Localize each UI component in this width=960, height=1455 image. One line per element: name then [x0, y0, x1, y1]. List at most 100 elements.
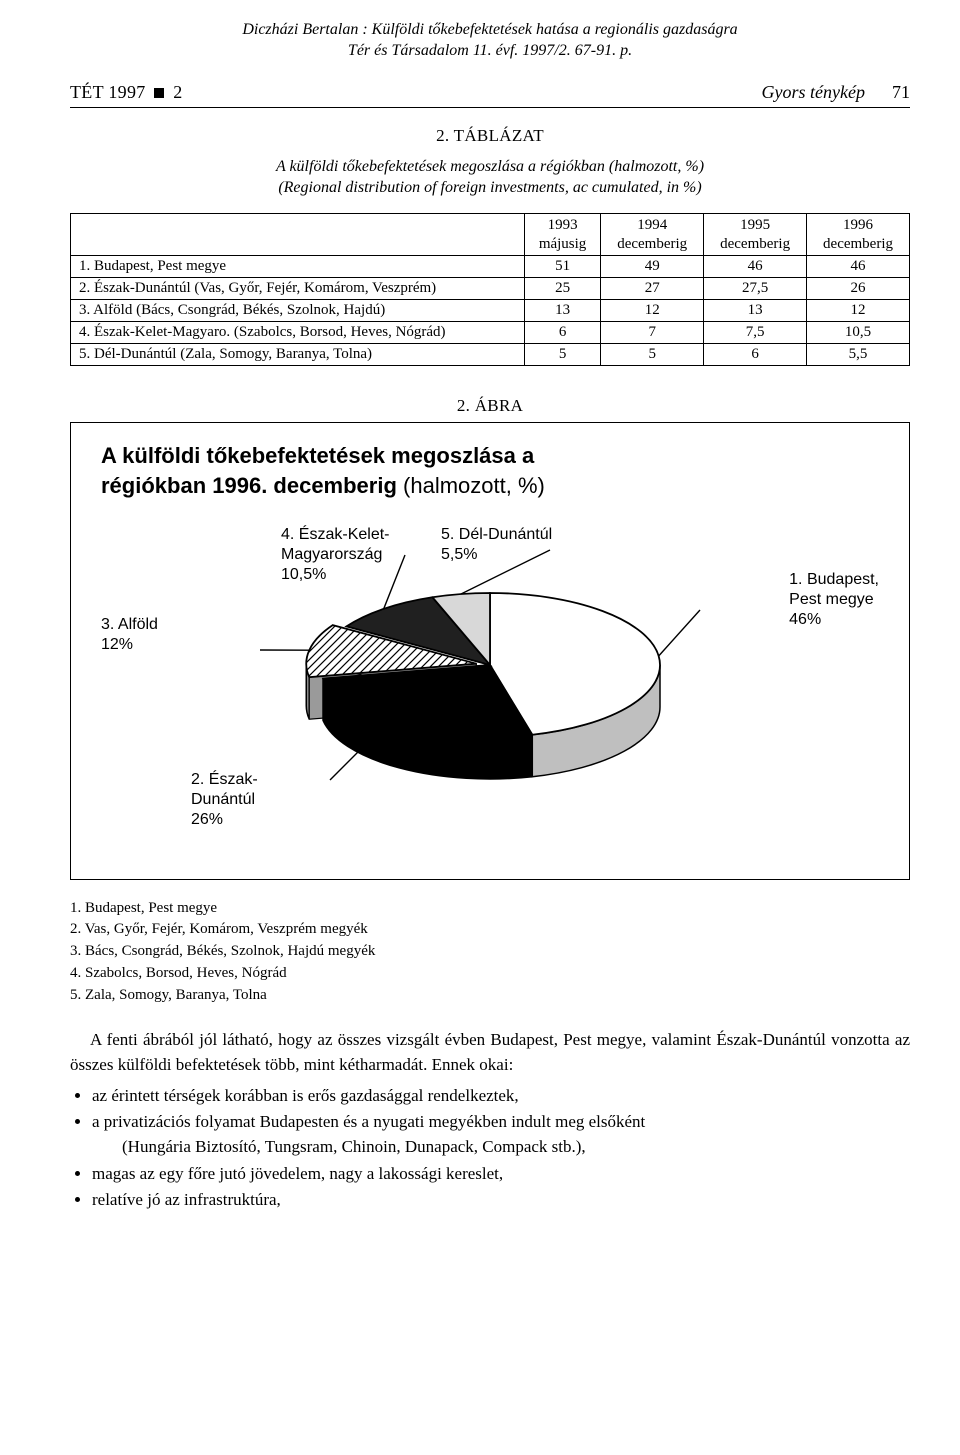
col-bottom: májusig: [539, 236, 587, 252]
legend-item: 1. Budapest, Pest megye: [70, 898, 910, 920]
lbl-text: 4. Észak-Kelet-: [281, 526, 389, 543]
bullet-text: az érintett térségek korábban is erős ga…: [92, 1086, 519, 1105]
header-citation: Diczházi Bertalan : Külföldi tőkebefekte…: [70, 20, 910, 62]
lbl-text: 10,5%: [281, 566, 326, 583]
lbl-text: 3. Alföld: [101, 616, 158, 633]
pie-label-1: 1. Budapest, Pest megye 46%: [789, 570, 879, 630]
cell: 13: [704, 300, 807, 322]
pie-label-2: 2. Észak- Dunántúl 26%: [191, 770, 258, 830]
table-row: 2. Észak-Dunántúl (Vas, Győr, Fejér, Kom…: [71, 278, 910, 300]
cell: 27,5: [704, 278, 807, 300]
page-number: 71: [892, 82, 910, 102]
lbl-text: 1. Budapest,: [789, 571, 879, 588]
citation-line-2: Tér és Társadalom 11. évf. 1997/2. 67-91…: [348, 42, 632, 59]
cell: 46: [704, 256, 807, 278]
figure-title: A külföldi tőkebefektetések megoszlása a…: [101, 441, 879, 500]
figure-heading: 2. ÁBRA: [70, 396, 910, 416]
col-top: 1994: [637, 217, 667, 233]
bullet-text: relatíve jó az infrastruktúra,: [92, 1190, 281, 1209]
cell: 7,5: [704, 322, 807, 344]
cell: 25: [524, 278, 600, 300]
figure-title-line1: A külföldi tőkebefektetések megoszlása a: [101, 443, 534, 468]
bullet-subtext: (Hungária Biztosító, Tungsram, Chinoin, …: [92, 1135, 910, 1160]
legend-item: 4. Szabolcs, Borsod, Heves, Nógrád: [70, 963, 910, 985]
row-label: 4. Észak-Kelet-Magyaro. (Szabolcs, Borso…: [71, 322, 525, 344]
table-subhead-line1: A külföldi tőkebefektetések megoszlása a…: [276, 158, 704, 175]
col-bottom: decemberig: [617, 236, 687, 252]
lbl-text: 2. Észak-: [191, 771, 258, 788]
lbl-text: Magyarország: [281, 546, 382, 563]
table-row: 1. Budapest, Pest megye51494646: [71, 256, 910, 278]
pie-label-5: 5. Dél-Dunántúl 5,5%: [441, 525, 552, 565]
table-row: 5. Dél-Dunántúl (Zala, Somogy, Baranya, …: [71, 344, 910, 366]
bullet-item: az érintett térségek korábban is erős ga…: [92, 1084, 910, 1109]
legend-item: 5. Zala, Somogy, Baranya, Tolna: [70, 985, 910, 1007]
citation-line-1: Diczházi Bertalan : Külföldi tőkebefekte…: [242, 21, 737, 38]
cell: 5: [524, 344, 600, 366]
running-head-left: TÉT 1997 2: [70, 82, 183, 103]
col-1996: 1996 decemberig: [807, 213, 910, 256]
table-header-row: 1993 májusig 1994 decemberig 1995 decemb…: [71, 213, 910, 256]
table-heading: 2. TÁBLÁZAT: [70, 126, 910, 146]
col-bottom: decemberig: [720, 236, 790, 252]
figure-box: A külföldi tőkebefektetések megoszlása a…: [70, 422, 910, 879]
col-top: 1996: [843, 217, 873, 233]
page: Diczházi Bertalan : Külföldi tőkebefekte…: [0, 0, 960, 1455]
col-1994: 1994 decemberig: [601, 213, 704, 256]
cell: 7: [601, 322, 704, 344]
legend-list: 1. Budapest, Pest megye 2. Vas, Győr, Fe…: [70, 898, 910, 1007]
cell: 6: [524, 322, 600, 344]
figure-title-normal: (halmozott, %): [403, 473, 545, 498]
running-head-left-suffix: 2: [173, 82, 182, 102]
lbl-text: 12%: [101, 636, 133, 653]
running-head-left-prefix: TÉT 1997: [70, 82, 146, 102]
lbl-text: 46%: [789, 611, 821, 628]
bullet-item: magas az egy főre jutó jövedelem, nagy a…: [92, 1162, 910, 1187]
running-head: TÉT 1997 2 Gyors ténykép 71: [70, 82, 910, 108]
table-row: 4. Észak-Kelet-Magyaro. (Szabolcs, Borso…: [71, 322, 910, 344]
body-paragraph: A fenti ábrából jól látható, hogy az öss…: [70, 1028, 910, 1077]
bullet-text: magas az egy főre jutó jövedelem, nagy a…: [92, 1164, 503, 1183]
cell: 10,5: [807, 322, 910, 344]
running-head-right: Gyors ténykép 71: [762, 82, 910, 103]
table-corner: [71, 213, 525, 256]
cell: 13: [524, 300, 600, 322]
col-1993: 1993 májusig: [524, 213, 600, 256]
cell: 12: [807, 300, 910, 322]
legend-item: 3. Bács, Csongrád, Békés, Szolnok, Hajdú…: [70, 941, 910, 963]
col-top: 1993: [548, 217, 578, 233]
figure-title-line2: régiókban 1996. decemberig: [101, 473, 403, 498]
lbl-text: 5,5%: [441, 546, 477, 563]
running-head-title: Gyors ténykép: [762, 82, 865, 102]
row-label: 3. Alföld (Bács, Csongrád, Békés, Szolno…: [71, 300, 525, 322]
pie-label-3: 3. Alföld 12%: [101, 615, 158, 655]
square-icon: [154, 88, 164, 98]
row-label: 5. Dél-Dunántúl (Zala, Somogy, Baranya, …: [71, 344, 525, 366]
col-1995: 1995 decemberig: [704, 213, 807, 256]
cell: 46: [807, 256, 910, 278]
cell: 5: [601, 344, 704, 366]
cell: 12: [601, 300, 704, 322]
bullet-item: relatíve jó az infrastruktúra,: [92, 1188, 910, 1213]
col-top: 1995: [740, 217, 770, 233]
cell: 27: [601, 278, 704, 300]
bullet-list: az érintett térségek korábban is erős ga…: [70, 1084, 910, 1213]
row-label: 2. Észak-Dunántúl (Vas, Győr, Fejér, Kom…: [71, 278, 525, 300]
col-bottom: decemberig: [823, 236, 893, 252]
table-row: 3. Alföld (Bács, Csongrád, Békés, Szolno…: [71, 300, 910, 322]
lbl-text: Pest megye: [789, 591, 873, 608]
cell: 51: [524, 256, 600, 278]
cell: 6: [704, 344, 807, 366]
pie-label-4: 4. Észak-Kelet- Magyarország 10,5%: [281, 525, 389, 585]
lbl-text: 26%: [191, 811, 223, 828]
lbl-text: Dunántúl: [191, 791, 255, 808]
legend-item: 2. Vas, Győr, Fejér, Komárom, Veszprém m…: [70, 919, 910, 941]
cell: 49: [601, 256, 704, 278]
data-table: 1993 májusig 1994 decemberig 1995 decemb…: [70, 213, 910, 367]
bullet-item: a privatizációs folyamat Budapesten és a…: [92, 1110, 910, 1159]
lbl-text: 5. Dél-Dunántúl: [441, 526, 552, 543]
cell: 5,5: [807, 344, 910, 366]
row-label: 1. Budapest, Pest megye: [71, 256, 525, 278]
bullet-text: a privatizációs folyamat Budapesten és a…: [92, 1112, 645, 1131]
pie-chart-area: 4. Észak-Kelet- Magyarország 10,5% 5. Dé…: [101, 515, 879, 855]
